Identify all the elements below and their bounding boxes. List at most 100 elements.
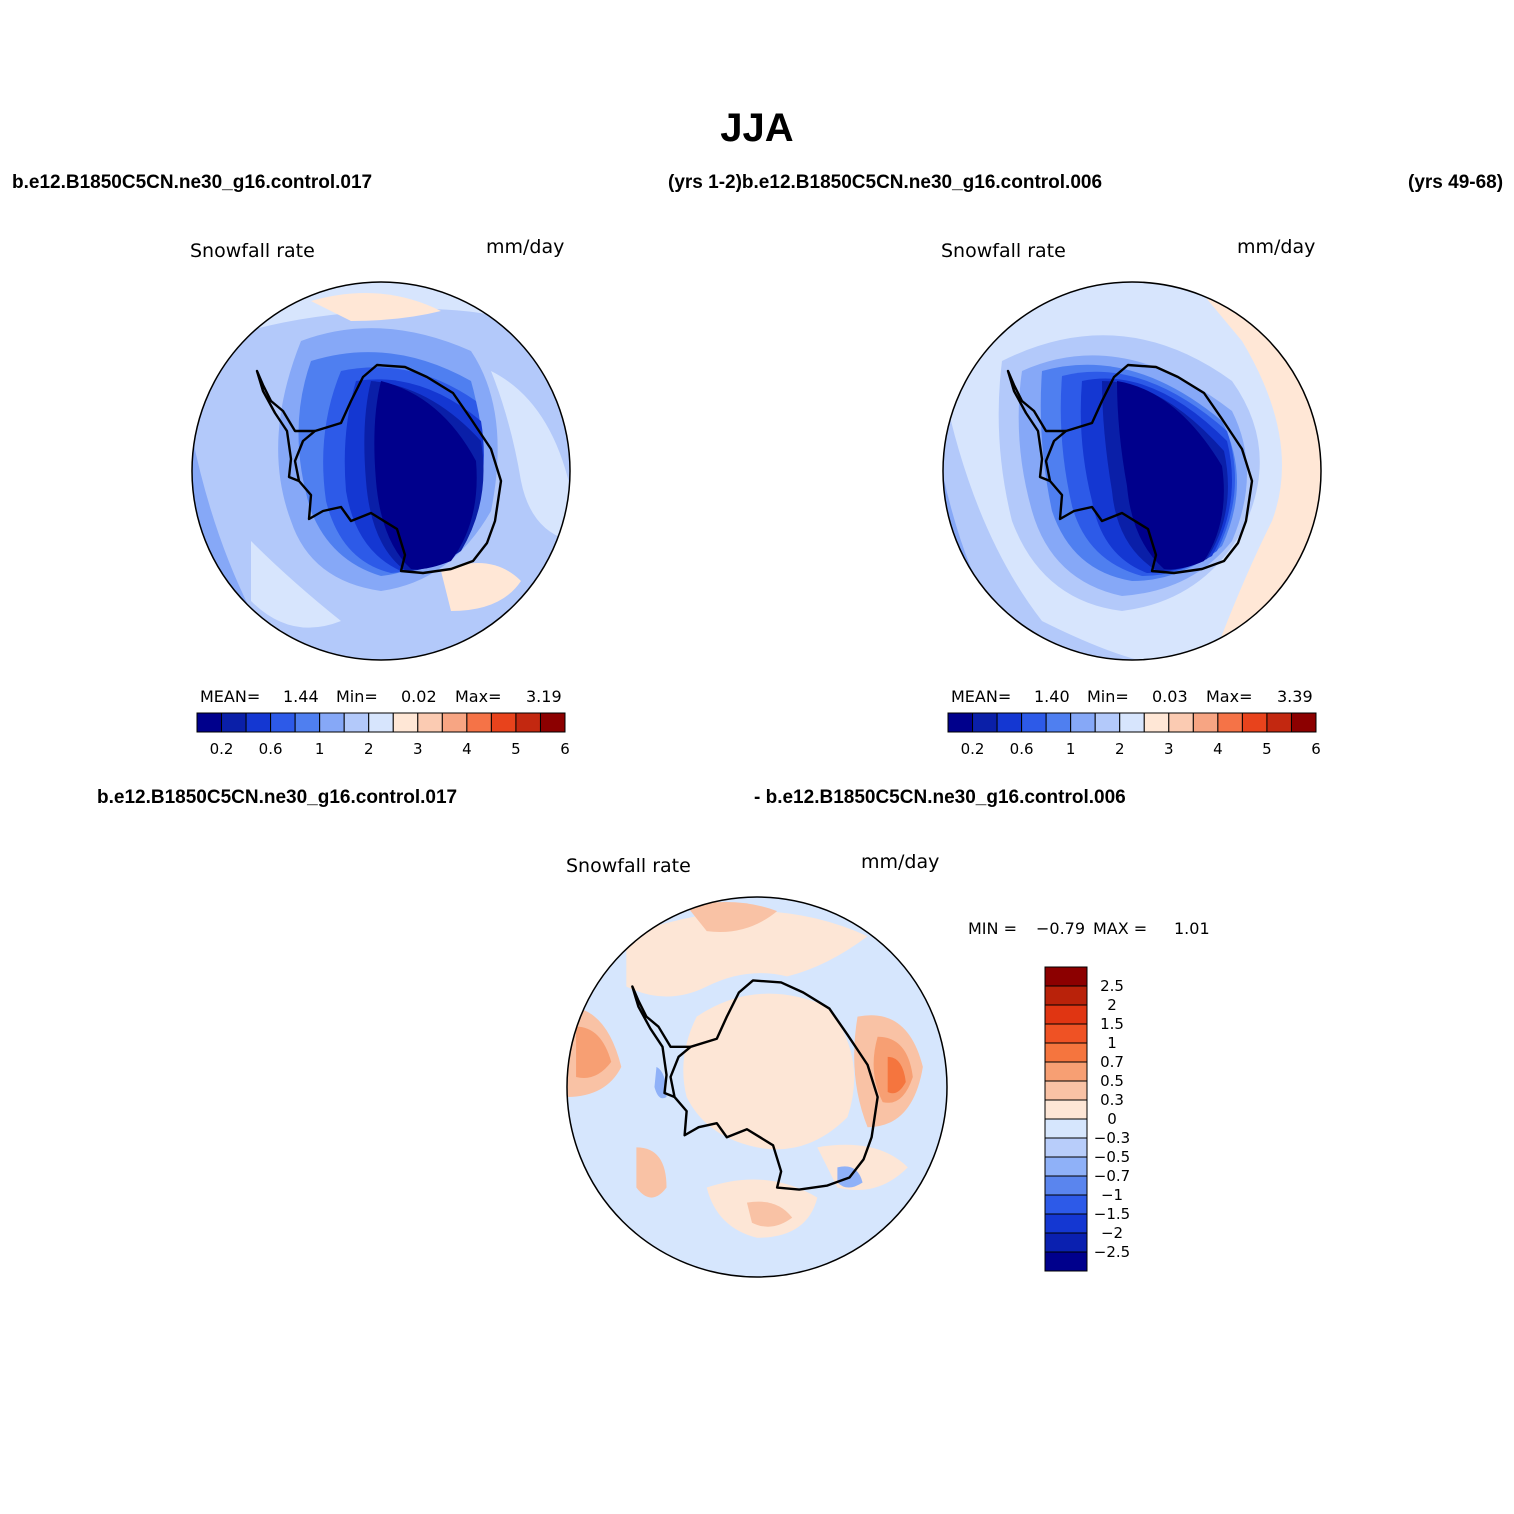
colorbar-box [1044,1194,1088,1215]
colorbar-box [1094,712,1121,733]
left-min-value: 0.02 [401,687,437,706]
colorbar-box [1044,1023,1088,1044]
colorbar-tick-label: 0.3 [1100,1091,1124,1109]
colorbar-box [1044,1137,1088,1158]
colorbar-box [996,712,1023,733]
right-max-label: Max= [1206,687,1253,706]
colorbar-tick-label: 4 [462,740,472,758]
colorbar-tick-label: −0.3 [1094,1129,1130,1147]
colorbar-box [1044,1042,1088,1063]
colorbar-box [1044,1232,1088,1253]
colorbar-box [1044,1118,1088,1139]
colorbar-box [1044,1175,1088,1196]
colorbar-tick-label: −2.5 [1094,1243,1130,1261]
colorbar-box [1044,966,1088,987]
figure-title: JJA [720,106,794,150]
colorbar-box [1044,1080,1088,1101]
colorbar-box [1044,1156,1088,1177]
colorbar-box [245,712,272,733]
right-units-label: mm/day [1237,236,1316,258]
colorbar-box [1070,712,1096,733]
colorbar-box [392,712,419,733]
colorbar-box [1044,1213,1088,1234]
left-units-label: mm/day [486,236,565,258]
left-polar-map [191,281,571,661]
colorbar-tick-label: 0.7 [1100,1053,1124,1071]
colorbar-box [1044,1251,1088,1272]
right-colorbar: 0.2 0.6 1 2 3 4 5 6 [947,712,1321,758]
right-variable-label: Snowfall rate [941,240,1066,262]
colorbar-box [196,712,223,733]
colorbar-box [343,712,370,733]
colorbar-box [1044,1004,1088,1025]
colorbar-box [515,712,541,733]
colorbar-tick-label: 6 [1311,740,1321,758]
right-min-label: Min= [1087,687,1129,706]
colorbar-tick-label: 1 [315,740,325,758]
colorbar-tick-label: 2.5 [1100,977,1124,995]
colorbar-tick-label: −2 [1101,1224,1123,1242]
colorbar-tick-label: 0.2 [961,740,985,758]
colorbar-tick-label: −0.5 [1094,1148,1130,1166]
diff-units-label: mm/day [861,851,940,873]
colorbar-tick-label: −1.5 [1094,1205,1130,1223]
right-polar-map [942,281,1322,661]
colorbar-box [972,712,998,733]
colorbar-tick-label: 0.5 [1100,1072,1124,1090]
colorbar-box [539,712,566,733]
colorbar-tick-label: 0.6 [1010,740,1034,758]
colorbar-box [947,712,974,733]
diff-polar-map [566,896,948,1278]
colorbar-tick-label: 1 [1107,1034,1117,1052]
right-mean-value: 1.40 [1034,687,1070,706]
colorbar-box [441,712,468,733]
colorbar-tick-label: 5 [511,740,521,758]
colorbar-tick-label: 3 [1164,740,1174,758]
colorbar-box [1143,712,1170,733]
right-max-value: 3.39 [1277,687,1313,706]
colorbar-box [294,712,321,733]
left-colorbar: 0.2 0.6 1 2 3 4 5 6 [196,712,570,758]
diff-min-value: −0.79 [1036,919,1086,938]
diff-min-label: MIN = [968,919,1017,938]
colorbar-box [1290,712,1317,733]
colorbar-tick-label: 5 [1262,740,1272,758]
colorbar-tick-label: 2 [364,740,374,758]
left-mean-label: MEAN= [200,687,261,706]
case-a-label: b.e12.B1850C5CN.ne30_g16.control.017 [12,172,373,193]
colorbar-tick-label: −1 [1101,1186,1123,1204]
left-max-label: Max= [455,687,502,706]
colorbar-box [466,712,492,733]
years-a-case-b-label: (yrs 1-2)b.e12.B1850C5CN.ne30_g16.contro… [668,172,1103,193]
colorbar-box [221,712,247,733]
left-variable-label: Snowfall rate [190,240,315,262]
colorbar-tick-label: 3 [413,740,423,758]
colorbar-box [1044,1061,1088,1082]
colorbar-box [1168,712,1194,733]
colorbar-box [1021,712,1047,733]
colorbar-box [270,712,296,733]
left-min-label: Min= [336,687,378,706]
diff-colorbar: 2.521.510.70.50.30−0.3−0.5−0.7−1−1.5−2−2… [1044,966,1130,1272]
colorbar-tick-label: 0.2 [210,740,234,758]
colorbar-box [417,712,443,733]
years-b-label: (yrs 49-68) [1408,172,1504,193]
colorbar-box [1217,712,1243,733]
colorbar-tick-label: 2 [1107,996,1117,1014]
colorbar-tick-label: −0.7 [1094,1167,1130,1185]
colorbar-box [368,712,394,733]
diff-max-value: 1.01 [1174,919,1210,938]
colorbar-box [1266,712,1292,733]
colorbar-box [1192,712,1219,733]
colorbar-box [1044,985,1088,1006]
left-max-value: 3.19 [526,687,562,706]
colorbar-tick-label: 1 [1066,740,1076,758]
colorbar-tick-label: 2 [1115,740,1125,758]
colorbar-box [1119,712,1145,733]
colorbar-tick-label: 1.5 [1100,1015,1124,1033]
colorbar-box [319,712,345,733]
diff-case-a-label: b.e12.B1850C5CN.ne30_g16.control.017 [97,787,458,808]
colorbar-tick-label: 0.6 [259,740,283,758]
right-min-value: 0.03 [1152,687,1188,706]
colorbar-box [1241,712,1268,733]
